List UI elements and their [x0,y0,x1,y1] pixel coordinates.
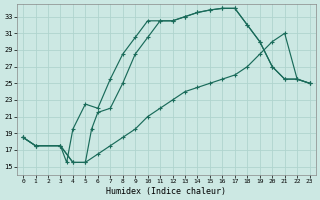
X-axis label: Humidex (Indice chaleur): Humidex (Indice chaleur) [106,187,226,196]
